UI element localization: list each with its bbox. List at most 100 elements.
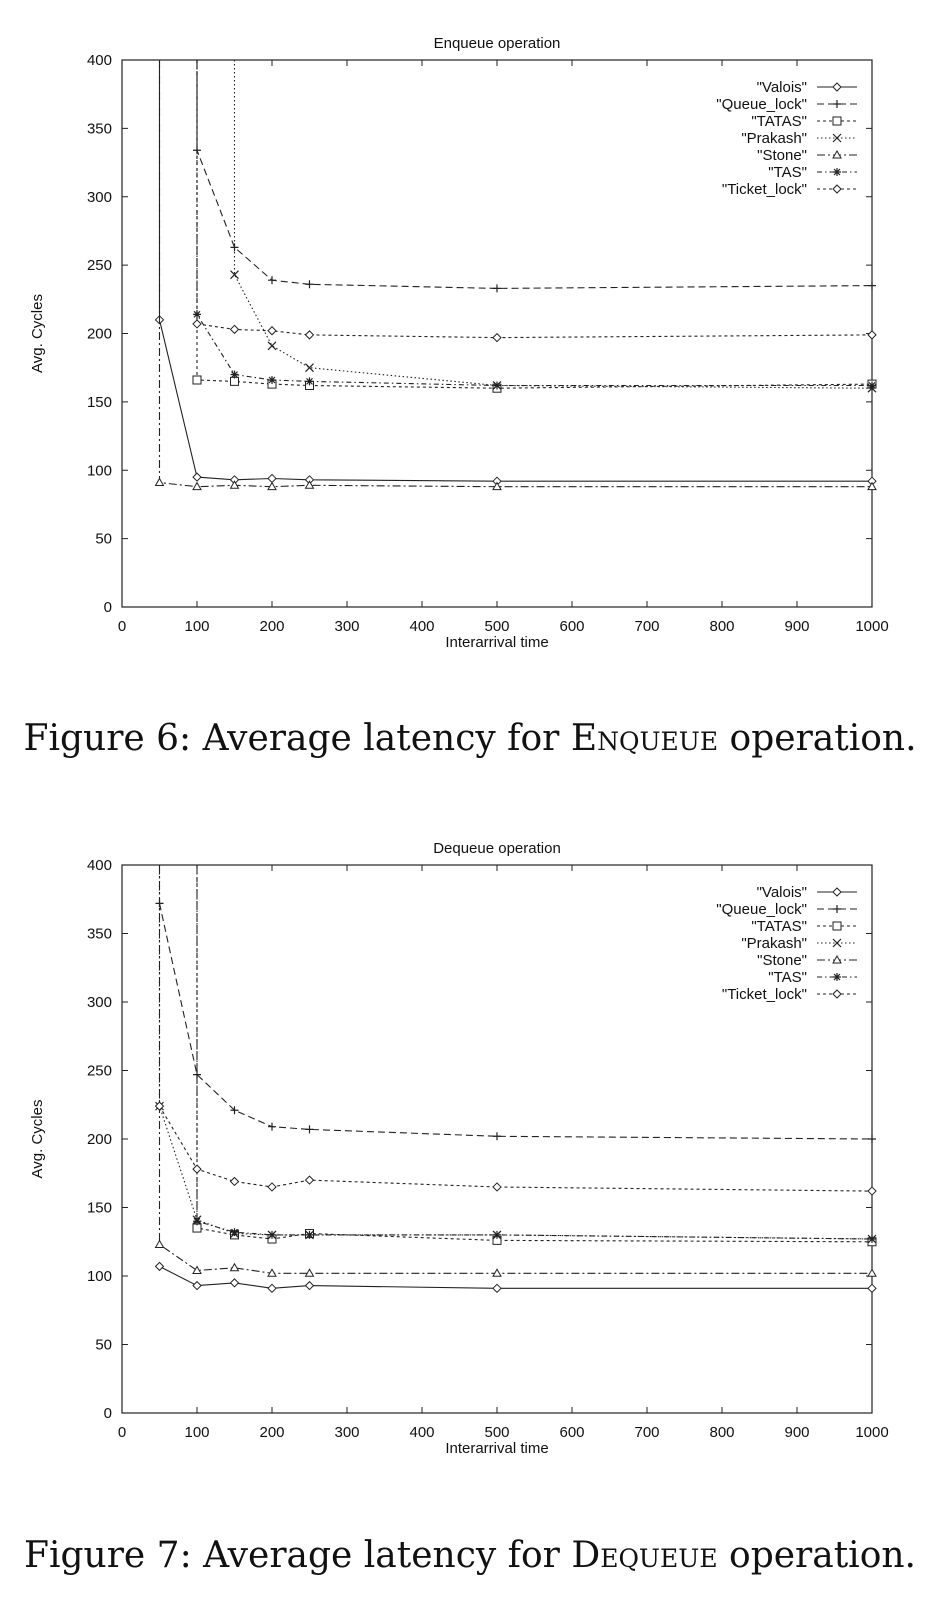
x-axis-label: Interarrival time (445, 634, 548, 651)
x-tick-label: 200 (259, 618, 284, 635)
data-point (192, 1280, 202, 1291)
x-tick-label: 100 (184, 618, 209, 635)
data-point (230, 376, 239, 386)
y-tick-label: 400 (87, 52, 112, 69)
legend-label: "TATAS" (751, 918, 807, 935)
data-point (268, 1122, 276, 1131)
legend-marker (832, 116, 842, 126)
series-5 (193, 865, 876, 1244)
x-tick-label: 700 (634, 618, 659, 635)
legend-marker (833, 905, 841, 913)
x-tick-label: 900 (784, 618, 809, 635)
y-tick-label: 250 (87, 257, 112, 274)
data-point (305, 363, 314, 373)
data-point (492, 1283, 502, 1294)
data-point (268, 375, 276, 384)
data-point (230, 370, 239, 379)
data-point (868, 1135, 876, 1143)
x-tick-label: 800 (709, 618, 734, 635)
data-point (229, 1262, 240, 1272)
y-tick-label: 350 (87, 120, 112, 137)
data-point (305, 1125, 314, 1134)
x-tick-label: 500 (484, 618, 509, 635)
y-tick-label: 150 (87, 1200, 112, 1217)
data-point (304, 1175, 315, 1185)
legend-label: "Stone" (757, 147, 807, 164)
caption-operation: Enqueue (570, 718, 719, 759)
x-tick-label: 200 (259, 1424, 284, 1441)
series-6 (154, 1101, 877, 1196)
legend-label: "Stone" (757, 952, 807, 969)
caption-suffix: operation. (717, 1535, 916, 1576)
y-tick-label: 350 (87, 926, 112, 943)
series-4 (154, 865, 877, 1277)
data-point (867, 1186, 877, 1196)
series-line (159, 1265, 872, 1289)
legend-marker (832, 887, 842, 897)
series-6 (192, 60, 877, 343)
x-tick-label: 800 (709, 1424, 734, 1441)
legend-marker (832, 149, 842, 159)
legend-marker (832, 921, 842, 931)
data-point (868, 281, 876, 290)
legend-label: "Prakash" (741, 935, 807, 952)
data-point (192, 472, 202, 482)
x-tick-label: 600 (559, 618, 584, 635)
y-tick-label: 50 (95, 1337, 112, 1354)
legend-label: "Valois" (757, 884, 807, 901)
data-point (867, 330, 877, 340)
legend-label: "Ticket_lock" (722, 181, 807, 198)
data-point (267, 473, 277, 484)
data-point (154, 477, 165, 487)
y-tick-label: 0 (104, 599, 112, 616)
x-tick-label: 900 (784, 1424, 809, 1441)
legend-marker (832, 938, 842, 948)
figure-dequeue: Dequeue operation 0 100 200 300 400 500 600 700 8… (0, 830, 940, 1614)
y-axis-label: Avg. Cycles (29, 294, 46, 373)
data-point (304, 330, 315, 340)
data-point (154, 1261, 165, 1272)
data-point (868, 381, 876, 390)
data-point (493, 1132, 501, 1141)
data-point (304, 1280, 315, 1291)
data-point (867, 1268, 877, 1277)
data-point (492, 1182, 502, 1192)
data-point (192, 1223, 202, 1233)
series-line (158, 865, 872, 1274)
x-tick-label: 700 (634, 1424, 659, 1441)
data-point (229, 1176, 240, 1187)
data-point (305, 280, 314, 289)
legend-label: "TAS" (768, 969, 807, 986)
x-tick-label: 400 (409, 1424, 434, 1441)
data-point (267, 1283, 277, 1294)
data-point (492, 481, 502, 491)
legend-marker (833, 100, 841, 108)
figure-caption: Figure 7: Average latency for Dequeue op… (0, 1535, 940, 1576)
y-tick-label: 0 (104, 1405, 112, 1422)
y-tick-label: 400 (87, 857, 112, 874)
data-point (867, 481, 877, 491)
legend-marker (832, 82, 842, 92)
legend-label: "Valois" (757, 79, 807, 96)
y-tick-label: 200 (87, 1131, 112, 1148)
data-point (493, 381, 501, 390)
x-tick-label: 1000 (855, 618, 888, 635)
data-point (868, 1235, 876, 1244)
data-point (230, 1106, 239, 1115)
x-tick-label: 1000 (855, 1424, 888, 1441)
series-line (159, 1105, 873, 1192)
data-point (268, 276, 276, 285)
y-tick-label: 100 (87, 1268, 112, 1285)
y-tick-label: 300 (87, 994, 112, 1011)
y-tick-label: 250 (87, 1063, 112, 1080)
x-tick-label: 100 (184, 1424, 209, 1441)
data-point (154, 1101, 165, 1111)
caption-prefix: Figure 7: Average latency for (23, 1535, 572, 1576)
series-0 (154, 1261, 877, 1294)
data-point (267, 326, 277, 336)
chart-title: Enqueue operation (434, 35, 561, 52)
legend: "Valois""Queue_lock""TATAS""Prakash""Sto… (716, 884, 857, 1003)
y-axis-label: Avg. Cycles (29, 1100, 46, 1179)
